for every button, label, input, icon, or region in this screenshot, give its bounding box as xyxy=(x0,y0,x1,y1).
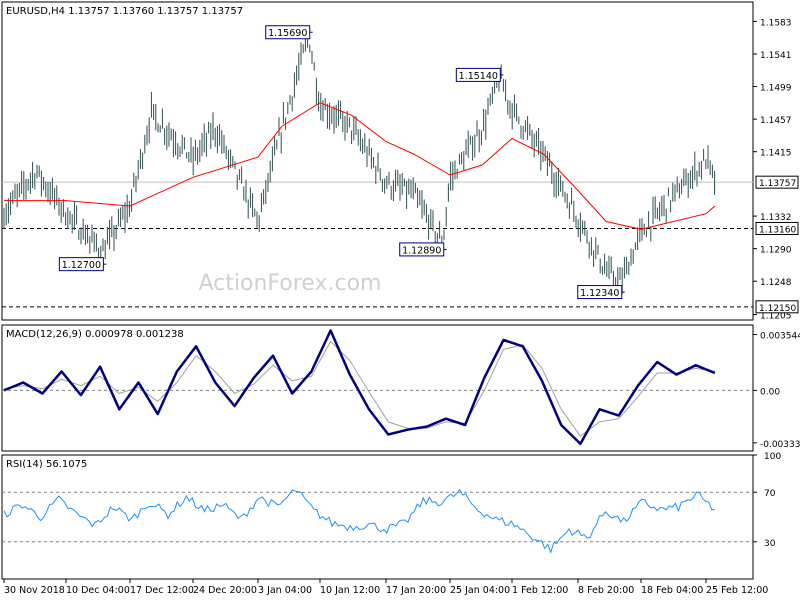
annotation-box xyxy=(265,25,311,40)
rsi-panel-title: RSI(14) 56.1075 xyxy=(6,459,87,470)
x-tick-label: 3 Jan 04:00 xyxy=(258,585,312,596)
macd-main-line xyxy=(3,329,716,446)
price-layer: 1.15690 1.15140 1.12700 1.12890 1.12340 xyxy=(2,25,753,308)
annotation-box xyxy=(58,257,104,272)
price-y-tick-label: 1.1541 xyxy=(760,51,792,61)
price-annotation: 1.15690 xyxy=(265,25,313,40)
rsi-y-tick-label: 100 xyxy=(764,452,781,462)
x-tick-label: 30 Nov 2018 xyxy=(4,585,65,596)
annotation-label: 1.12890 xyxy=(402,245,441,256)
rsi-y-tick-label: 70 xyxy=(764,489,776,499)
level-price-label-label: 1.12150 xyxy=(759,304,796,314)
rsi-layer xyxy=(2,488,753,554)
level-price-label-box xyxy=(755,221,799,235)
axis-layer: 1.1583 1.1541 1.1499 1.1457 1.1415 1.1332 1.12… xyxy=(3,18,800,596)
price-y-tick-label: 1.1248 xyxy=(760,278,792,288)
level-price-label-label: 1.13160 xyxy=(759,225,796,235)
price-bars xyxy=(3,30,716,299)
macd-panel-title: MACD(12,26,9) 0.000978 0.001238 xyxy=(6,329,184,340)
rsi-line xyxy=(3,488,715,554)
level-price-label: 1.12150 xyxy=(755,300,799,314)
price-annotation: 1.12890 xyxy=(399,242,447,257)
x-tick-label: 10 Dec 04:00 xyxy=(66,585,130,596)
x-tick-label: 10 Jan 12:00 xyxy=(320,585,380,596)
x-tick-label: 8 Feb 20:00 xyxy=(578,585,634,596)
annotation-box xyxy=(577,285,623,300)
price-y-tick-label: 1.1332 xyxy=(760,213,792,223)
rsi-y-tick-label: 30 xyxy=(764,539,776,549)
price-y-tick-label: 1.1290 xyxy=(760,246,792,256)
macd-signal-line xyxy=(3,340,715,437)
annotation-label: 1.15690 xyxy=(268,28,307,39)
current-price-label-box xyxy=(755,175,799,189)
price-panel-title: EURUSD,H4 1.13757 1.13760 1.13757 1.1375… xyxy=(6,6,243,17)
level-price-label-box xyxy=(755,300,799,314)
annotation-label: 1.15140 xyxy=(459,71,498,82)
x-tick-label: 17 Jan 20:00 xyxy=(386,585,446,596)
macd-y-tick-label: 0.00 xyxy=(760,387,780,397)
price-y-tick-label: 1.1583 xyxy=(760,18,792,28)
macd-layer xyxy=(2,329,753,446)
price-annotation: 1.12700 xyxy=(58,257,107,272)
price-y-tick-label: 1.1415 xyxy=(760,149,792,159)
x-tick-label: 1 Feb 12:00 xyxy=(512,585,568,596)
price-y-tick-label: 1.1205 xyxy=(760,312,792,322)
x-tick-label: 18 Feb 04:00 xyxy=(641,585,703,596)
annotation-box xyxy=(399,242,445,257)
price-y-tick-label: 1.1499 xyxy=(760,84,792,94)
x-tick-label: 24 Dec 20:00 xyxy=(193,585,257,596)
x-tick-label: 17 Dec 12:00 xyxy=(130,585,194,596)
annotation-box xyxy=(455,67,501,82)
current-price-label-label: 1.13757 xyxy=(759,179,796,189)
price-panel-frame xyxy=(1,1,754,321)
x-tick-label: 25 Feb 12:00 xyxy=(706,585,768,596)
annotation-label: 1.12700 xyxy=(62,260,101,271)
level-price-label: 1.13160 xyxy=(755,221,799,235)
price-y-tick-label: 1.1457 xyxy=(760,116,792,126)
macd-panel-frame xyxy=(1,324,754,452)
current-price-label: 1.13757 xyxy=(755,175,799,189)
x-tick-label: 25 Jan 04:00 xyxy=(450,585,510,596)
annotation-label: 1.12340 xyxy=(580,288,619,299)
price-annotation: 1.12340 xyxy=(577,285,625,300)
moving-average-line xyxy=(4,102,716,230)
macd-y-tick-label: 0.003544 xyxy=(760,332,800,342)
price-annotation: 1.15140 xyxy=(455,67,504,82)
rsi-panel-frame xyxy=(1,454,754,580)
watermark: ActionForex.com xyxy=(199,271,382,296)
